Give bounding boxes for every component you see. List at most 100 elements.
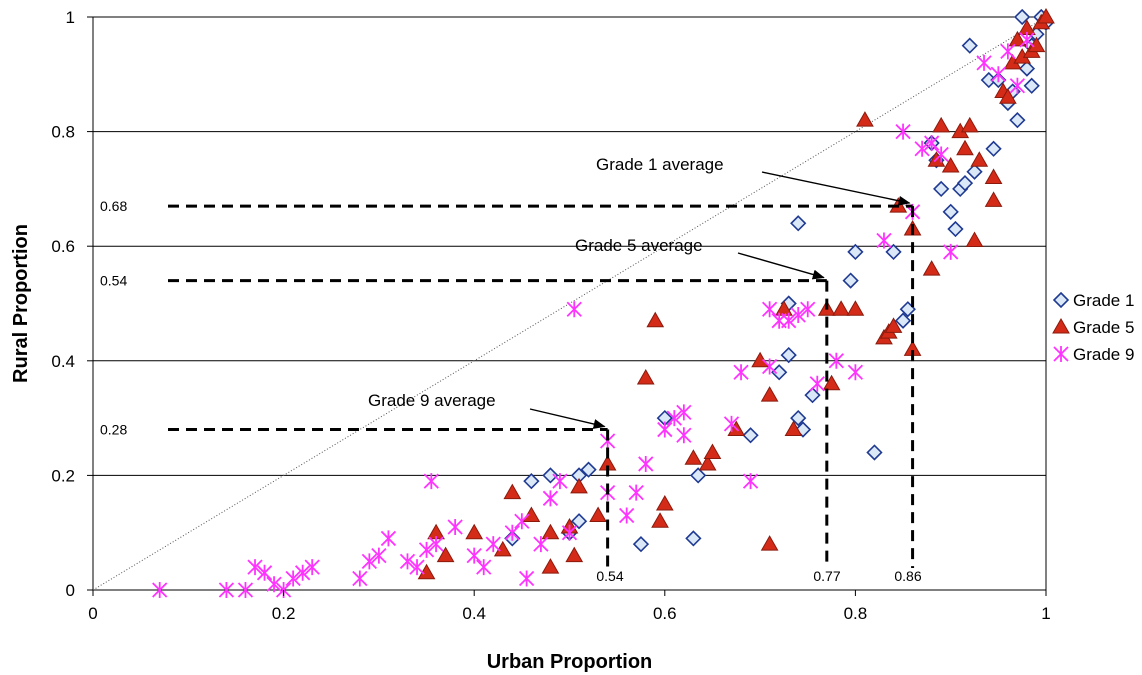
x-tick-label: 0.4 xyxy=(462,604,486,623)
grade-5-point xyxy=(822,374,841,391)
y-tick-label: 0.2 xyxy=(51,466,75,485)
series-grade-9 xyxy=(152,31,1035,598)
average-y-value-label: 0.54 xyxy=(100,273,127,289)
legend-marker xyxy=(1052,317,1070,334)
grade-1-point xyxy=(790,215,807,232)
y-tick-label: 0.6 xyxy=(51,237,75,256)
grade-9-point xyxy=(533,536,549,553)
grade-9-point xyxy=(742,473,759,490)
grade-9-point xyxy=(876,232,892,249)
grade-5-point xyxy=(960,116,979,133)
annotation-3: Grade 9 average 0.28 0.54 xyxy=(100,391,624,584)
grade-1-point xyxy=(885,243,902,261)
x-tick-label: 0 xyxy=(88,604,97,623)
grade-9-point xyxy=(933,146,949,163)
grade-1-point xyxy=(685,530,702,547)
gridlines xyxy=(92,16,1047,591)
grade-9-point xyxy=(847,364,864,381)
grade-1-point xyxy=(947,220,964,238)
grade-5-point xyxy=(522,506,541,523)
grade-9-point xyxy=(676,427,692,444)
grade-5-point xyxy=(589,506,607,523)
grade-5-point xyxy=(703,443,722,459)
grade-9-point xyxy=(924,135,940,152)
grade-9-point xyxy=(638,455,654,472)
grade-9-point xyxy=(447,518,463,535)
average-x-value-label: 0.86 xyxy=(894,568,921,584)
grade-1-point xyxy=(523,472,540,490)
legend-item-grade-1: Grade 1 xyxy=(1052,291,1134,310)
grade-9-point xyxy=(380,530,397,547)
annotation-arrow xyxy=(529,408,606,429)
grade-1-point xyxy=(771,364,788,381)
grade-1-point xyxy=(942,203,959,220)
grade-5-point xyxy=(760,535,779,551)
legend-label: Grade 9 xyxy=(1073,345,1134,364)
grade-1-point xyxy=(1018,60,1036,77)
grade-9-point xyxy=(485,536,501,553)
grade-9-point xyxy=(295,564,311,581)
annotation-label: Grade 9 average xyxy=(368,391,496,410)
legend-label: Grade 1 xyxy=(1073,291,1134,310)
grade-9-point xyxy=(504,524,520,541)
grade-1-point xyxy=(1009,112,1026,129)
annotation-label: Grade 1 average xyxy=(596,155,724,174)
grade-9-point xyxy=(152,582,168,598)
grade-9-point xyxy=(828,352,844,369)
grade-9-point xyxy=(657,421,673,438)
grade-1-point xyxy=(790,409,807,427)
grade-9-point xyxy=(304,559,320,576)
grade-9-point xyxy=(371,547,387,564)
grade-9-point xyxy=(561,524,578,541)
grade-1-point xyxy=(842,272,859,289)
grade-1-point xyxy=(956,175,974,192)
grade-1-point xyxy=(966,163,983,180)
grade-9-point xyxy=(976,54,992,71)
grade-5-point xyxy=(503,483,522,500)
grade-9-point xyxy=(552,473,568,490)
series-grade-5 xyxy=(417,7,1055,580)
grade-9-point xyxy=(809,375,825,392)
grade-9-point xyxy=(218,582,235,598)
grade-5-point xyxy=(970,151,989,167)
grade-9-point xyxy=(895,123,911,140)
grade-9-point xyxy=(285,570,301,587)
x-tick-label: 1 xyxy=(1041,604,1050,623)
grade-5-point xyxy=(565,546,584,563)
grade-5-point xyxy=(832,300,850,316)
grade-9-point xyxy=(256,564,273,581)
grade-9-point xyxy=(1019,31,1035,48)
grade-1-point xyxy=(1014,8,1031,26)
grade-1-point xyxy=(632,536,650,553)
annotation-1: Grade 1 average 0.68 0.86 xyxy=(100,155,922,584)
grade-9-point xyxy=(542,490,559,507)
grade-5-point xyxy=(932,116,951,133)
grade-5-point xyxy=(965,231,984,247)
legend-label: Grade 5 xyxy=(1073,318,1134,337)
legend-item-grade-9: Grade 9 xyxy=(1053,345,1134,364)
grade-5-point xyxy=(646,311,665,328)
grade-5-point xyxy=(846,300,865,316)
data-points xyxy=(152,7,1055,598)
grade-5-point xyxy=(956,139,974,156)
grade-1-point xyxy=(866,444,883,461)
grade-5-point xyxy=(1037,7,1055,24)
y-tick-label: 0 xyxy=(66,581,75,600)
x-tick-label: 0.6 xyxy=(653,604,677,623)
x-tick-label: 0.8 xyxy=(844,604,868,623)
grade-9-point xyxy=(352,570,368,587)
grade-1-point xyxy=(894,312,912,329)
grade-9-point xyxy=(476,559,492,576)
grade-5-point xyxy=(465,523,484,540)
grade-1-point xyxy=(985,140,1002,157)
grade-9-point xyxy=(428,536,444,553)
grade-9-point xyxy=(466,547,482,564)
legend-marker xyxy=(1053,346,1069,362)
grade-9-point xyxy=(733,364,749,381)
grade-5-point xyxy=(941,156,960,173)
grade-1-point xyxy=(961,37,978,54)
annotation-label: Grade 5 average xyxy=(575,236,703,255)
grade-9-point xyxy=(399,553,416,570)
grade-1-point xyxy=(570,513,588,530)
x-axis-title: Urban Proportion xyxy=(487,651,653,673)
